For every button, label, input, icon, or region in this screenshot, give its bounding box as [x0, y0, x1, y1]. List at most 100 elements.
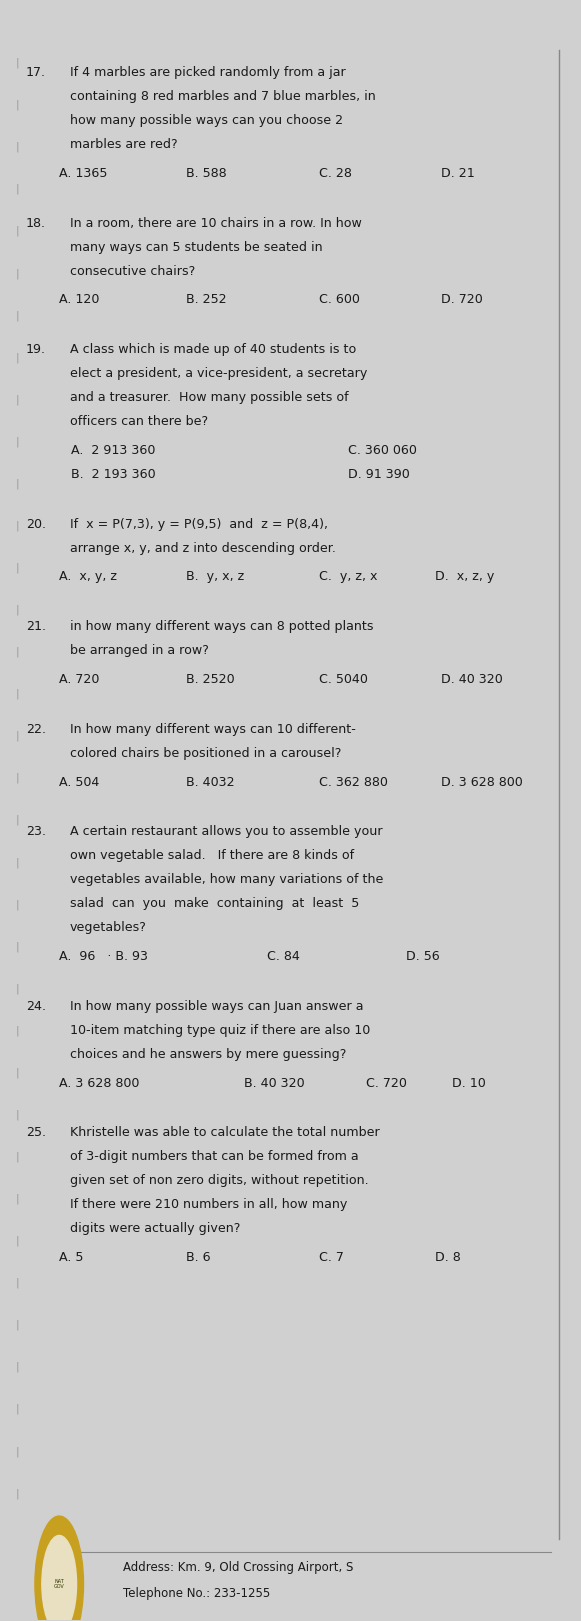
Text: 22.: 22.	[26, 723, 46, 736]
Text: B. 588: B. 588	[187, 167, 227, 180]
Text: |: |	[16, 1404, 20, 1415]
Text: B. 2520: B. 2520	[187, 673, 235, 686]
Text: C. 362 880: C. 362 880	[320, 775, 388, 788]
Text: C.  y, z, x: C. y, z, x	[320, 571, 378, 584]
Text: |: |	[16, 1488, 20, 1499]
Text: 18.: 18.	[26, 217, 46, 230]
Text: D. 21: D. 21	[441, 167, 475, 180]
Text: choices and he answers by mere guessing?: choices and he answers by mere guessing?	[70, 1047, 346, 1060]
Text: |: |	[16, 1277, 20, 1289]
Text: vegetables available, how many variations of the: vegetables available, how many variation…	[70, 874, 383, 887]
Text: |: |	[16, 647, 20, 657]
Text: D. 56: D. 56	[406, 950, 440, 963]
Text: |: |	[16, 731, 20, 741]
Text: If  x = P(7,3), y = P(9,5)  and  z = P(8,4),: If x = P(7,3), y = P(9,5) and z = P(8,4)…	[70, 517, 328, 530]
Text: B.  y, x, z: B. y, x, z	[187, 571, 245, 584]
Text: D. 40 320: D. 40 320	[441, 673, 503, 686]
Text: B.  2 193 360: B. 2 193 360	[71, 468, 155, 481]
Text: |: |	[16, 267, 20, 279]
Text: given set of non zero digits, without repetition.: given set of non zero digits, without re…	[70, 1174, 368, 1187]
Text: |: |	[16, 858, 20, 867]
Text: In how many possible ways can Juan answer a: In how many possible ways can Juan answe…	[70, 1000, 363, 1013]
Text: and a treasurer.  How many possible sets of: and a treasurer. How many possible sets …	[70, 391, 348, 404]
Text: A.  x, y, z: A. x, y, z	[59, 571, 117, 584]
Text: D. 3 628 800: D. 3 628 800	[441, 775, 522, 788]
Text: |: |	[16, 605, 20, 614]
Text: |: |	[16, 352, 20, 363]
Text: 23.: 23.	[26, 825, 46, 838]
Text: A. 1365: A. 1365	[59, 167, 107, 180]
Text: Khristelle was able to calculate the total number: Khristelle was able to calculate the tot…	[70, 1127, 379, 1140]
Circle shape	[42, 1535, 77, 1621]
Text: |: |	[16, 101, 20, 110]
Text: A. 720: A. 720	[59, 673, 99, 686]
Text: 25.: 25.	[26, 1127, 46, 1140]
Text: |: |	[16, 58, 20, 68]
Text: D.  x, z, y: D. x, z, y	[435, 571, 494, 584]
Text: C. 720: C. 720	[365, 1076, 407, 1089]
Text: of 3-digit numbers that can be formed from a: of 3-digit numbers that can be formed fr…	[70, 1151, 358, 1164]
Text: |: |	[16, 942, 20, 952]
Text: In a room, there are 10 chairs in a row. In how: In a room, there are 10 chairs in a row.…	[70, 217, 361, 230]
Text: consecutive chairs?: consecutive chairs?	[70, 264, 195, 277]
Text: C. 600: C. 600	[320, 293, 360, 306]
Text: C. 28: C. 28	[320, 167, 352, 180]
Text: A. 120: A. 120	[59, 293, 99, 306]
Text: |: |	[16, 478, 20, 490]
Text: B. 4032: B. 4032	[187, 775, 235, 788]
Text: B. 252: B. 252	[187, 293, 227, 306]
Text: 10-item matching type quiz if there are also 10: 10-item matching type quiz if there are …	[70, 1024, 370, 1037]
Text: If there were 210 numbers in all, how many: If there were 210 numbers in all, how ma…	[70, 1198, 347, 1211]
Text: |: |	[16, 1362, 20, 1373]
Text: 21.: 21.	[26, 621, 46, 634]
Text: B. 6: B. 6	[187, 1251, 211, 1264]
Text: |: |	[16, 394, 20, 405]
Text: |: |	[16, 1193, 20, 1204]
Text: salad  can  you  make  containing  at  least  5: salad can you make containing at least 5	[70, 898, 359, 911]
Text: |: |	[16, 562, 20, 572]
Text: officers can there be?: officers can there be?	[70, 415, 208, 428]
Text: |: |	[16, 1026, 20, 1036]
Text: |: |	[16, 773, 20, 783]
Text: digits were actually given?: digits were actually given?	[70, 1222, 240, 1235]
Text: |: |	[16, 1067, 20, 1078]
Text: 17.: 17.	[26, 66, 46, 79]
Text: |: |	[16, 1109, 20, 1120]
Text: colored chairs be positioned in a carousel?: colored chairs be positioned in a carous…	[70, 747, 341, 760]
Text: own vegetable salad.   If there are 8 kinds of: own vegetable salad. If there are 8 kind…	[70, 849, 354, 862]
Text: A. 5: A. 5	[59, 1251, 84, 1264]
Text: |: |	[16, 1446, 20, 1457]
Text: 19.: 19.	[26, 344, 46, 357]
Text: A certain restaurant allows you to assemble your: A certain restaurant allows you to assem…	[70, 825, 382, 838]
Circle shape	[35, 1516, 84, 1621]
Text: |: |	[16, 689, 20, 699]
Text: Telephone No.: 233-1255: Telephone No.: 233-1255	[123, 1587, 270, 1600]
Text: NAT
GOV: NAT GOV	[54, 1579, 64, 1590]
Text: |: |	[16, 225, 20, 237]
Text: |: |	[16, 815, 20, 825]
Text: A class which is made up of 40 students is to: A class which is made up of 40 students …	[70, 344, 356, 357]
Text: B. 40 320: B. 40 320	[244, 1076, 305, 1089]
Text: arrange x, y, and z into descending order.: arrange x, y, and z into descending orde…	[70, 541, 335, 554]
Text: C. 7: C. 7	[320, 1251, 345, 1264]
Text: marbles are red?: marbles are red?	[70, 138, 177, 151]
Text: A.  2 913 360: A. 2 913 360	[71, 444, 155, 457]
Text: |: |	[16, 141, 20, 152]
Text: A.  96   · B. 93: A. 96 · B. 93	[59, 950, 148, 963]
Text: elect a president, a vice-president, a secretary: elect a president, a vice-president, a s…	[70, 366, 367, 379]
Text: 20.: 20.	[26, 517, 46, 530]
Text: A. 504: A. 504	[59, 775, 99, 788]
Text: how many possible ways can you choose 2: how many possible ways can you choose 2	[70, 113, 343, 126]
Text: D. 91 390: D. 91 390	[349, 468, 410, 481]
Text: vegetables?: vegetables?	[70, 921, 146, 934]
Text: |: |	[16, 520, 20, 532]
Text: be arranged in a row?: be arranged in a row?	[70, 644, 209, 657]
Text: |: |	[16, 310, 20, 321]
Text: |: |	[16, 1235, 20, 1247]
Text: D. 720: D. 720	[441, 293, 483, 306]
Text: If 4 marbles are picked randomly from a jar: If 4 marbles are picked randomly from a …	[70, 66, 345, 79]
Text: containing 8 red marbles and 7 blue marbles, in: containing 8 red marbles and 7 blue marb…	[70, 91, 375, 104]
Text: many ways can 5 students be seated in: many ways can 5 students be seated in	[70, 240, 322, 253]
Text: C. 360 060: C. 360 060	[349, 444, 417, 457]
Text: |: |	[16, 984, 20, 994]
